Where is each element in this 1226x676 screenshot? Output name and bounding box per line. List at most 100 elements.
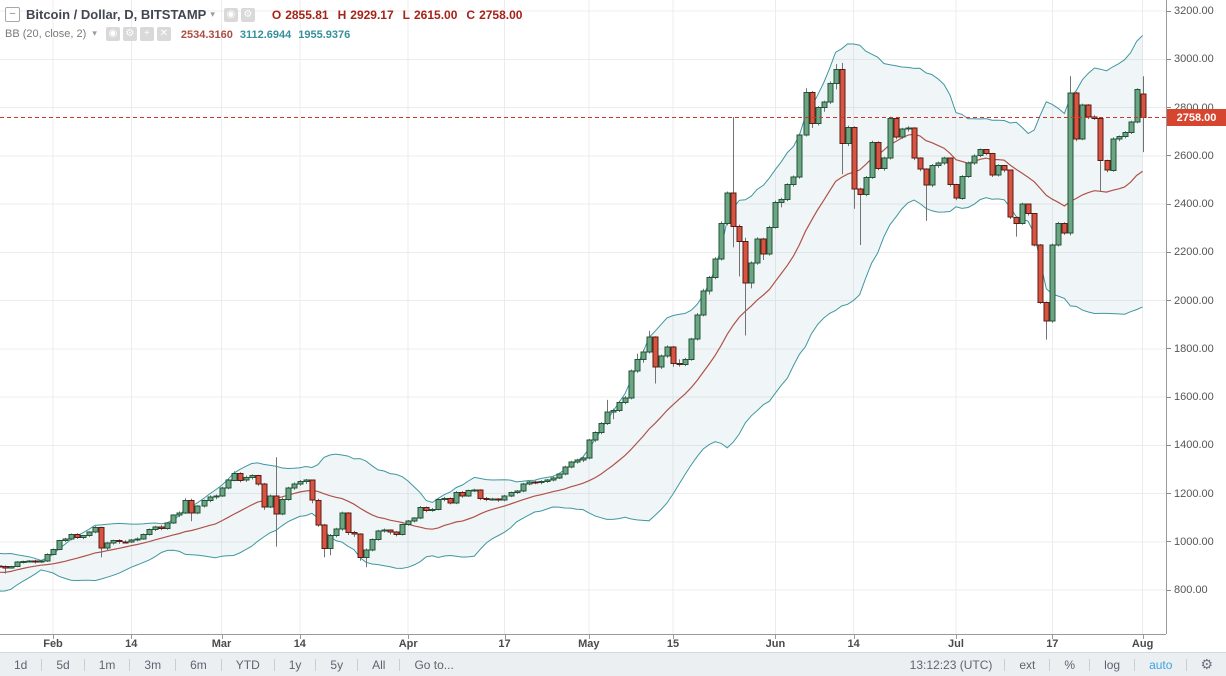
remove-indicator-button[interactable]: ✕	[156, 26, 171, 41]
price-axis-label: 2000.00	[1167, 295, 1214, 307]
toolbar-divider	[220, 658, 222, 671]
toolbar-divider	[41, 658, 43, 671]
toolbar-divider	[1049, 658, 1051, 671]
toolbar-toggle-ext[interactable]: ext	[1019, 657, 1036, 672]
price-label-text: 3000.00	[1174, 53, 1214, 66]
toolbar-toggle-log[interactable]: log	[1104, 657, 1121, 672]
price-axis-label: 3200.00	[1167, 5, 1214, 17]
time-axis-label: 14	[293, 638, 306, 650]
price-tick	[1167, 203, 1171, 205]
price-label-text: 1200.00	[1174, 487, 1214, 500]
time-tick	[221, 635, 223, 639]
price-label-text: 2200.00	[1174, 246, 1214, 259]
time-axis[interactable]: Feb 14 Mar 14 Apr 17 May 15 Jun 14 Jul 17 Aug	[0, 634, 1166, 652]
time-axis-label: Jun	[765, 638, 786, 650]
price-tick	[1167, 10, 1171, 12]
time-tick	[299, 635, 301, 639]
price-tick	[1167, 493, 1171, 494]
collapse-legend-button[interactable]: −	[5, 7, 20, 22]
bottom-toolbar: 1d 5d 1m 3m 6m YTD 1y 5y All Go to... 13:12:23 (U…	[0, 652, 1226, 676]
price-tick	[1167, 444, 1171, 446]
range-button-1m[interactable]: 1m	[98, 657, 116, 672]
toolbar-divider	[83, 658, 85, 671]
price-label-text: 2000.00	[1174, 294, 1214, 307]
price-axis-label: 1800.00	[1167, 343, 1214, 355]
price-axis[interactable]: 2758.00 3200.00 3000.00 2800.00 2600.00 2400…	[1166, 0, 1226, 634]
indicator-settings-button[interactable]: ⚙	[122, 26, 137, 41]
ohlc-readout: O 2855.81 H 2929.17 L 2615.00 C 2758.00	[272, 8, 523, 22]
ohlc-label: H	[337, 7, 347, 22]
ohlc-value: 2929.17	[350, 7, 394, 22]
toolbar-divider	[1186, 658, 1188, 671]
indicator-legend-row: BB (20, close, 2) ▾ ◉ ⚙ + ✕ 2534.3160 3112.6…	[5, 25, 522, 42]
time-axis-label: Mar	[211, 638, 232, 650]
chart-canvas[interactable]	[0, 0, 1166, 634]
price-label-text: 800.00	[1174, 584, 1208, 596]
toolbar-divider	[175, 658, 177, 671]
symbol-settings-button[interactable]: ⚙	[240, 7, 255, 22]
range-button-5y[interactable]: 5y	[330, 657, 344, 672]
toolbar-divider	[1004, 658, 1006, 671]
last-price-tag: 2758.00	[1167, 109, 1226, 127]
price-label-text: 3200.00	[1174, 5, 1214, 17]
time-tick	[53, 635, 54, 639]
clock-utc[interactable]: 13:12:23 (UTC)	[909, 657, 993, 672]
price-tick	[1167, 541, 1171, 543]
ohlc-value: 2758.00	[479, 7, 523, 22]
indicator-title[interactable]: BB (20, close, 2)	[5, 27, 87, 40]
chart-legend: − Bitcoin / Dollar, D, BITSTAMP ▾ ◉ ⚙ O 28…	[5, 5, 522, 42]
range-buttons-group: 1d 5d 1m 3m 6m YTD 1y 5y All Go to...	[0, 653, 468, 676]
price-label-text: 2400.00	[1174, 198, 1214, 210]
time-tick	[956, 635, 957, 639]
time-axis-label: Feb	[43, 638, 63, 650]
time-tick	[1052, 635, 1054, 639]
price-axis-label: 1200.00	[1167, 488, 1214, 500]
range-button-6m[interactable]: 6m	[190, 657, 207, 672]
price-label-text: 1400.00	[1174, 439, 1214, 452]
price-label-text: 1800.00	[1174, 342, 1214, 355]
price-axis-label: 2200.00	[1167, 246, 1214, 258]
range-button-3m[interactable]: 3m	[144, 657, 162, 672]
price-tick	[1167, 107, 1171, 108]
price-axis-label: 1600.00	[1167, 391, 1214, 403]
price-tick	[1167, 300, 1171, 301]
range-button-1y[interactable]: 1y	[288, 657, 302, 672]
ohlc-value: 2855.81	[285, 7, 329, 22]
time-tick	[588, 635, 590, 639]
toolbar-right-group: 13:12:23 (UTC) ext% log auto ⚙	[898, 653, 1226, 676]
toolbar-toggle-auto[interactable]: auto	[1149, 657, 1173, 672]
ohlc-value: 2615.00	[414, 7, 458, 22]
price-axis-label: 2400.00	[1167, 198, 1214, 210]
bollinger-value: 1955.9376	[298, 28, 351, 41]
toolbar-toggle-percent[interactable]: %	[1064, 657, 1076, 672]
indicator-legend-buttons: ◉ ⚙ + ✕	[105, 26, 174, 41]
time-tick	[504, 635, 506, 639]
price-axis-label: 2600.00	[1167, 150, 1214, 162]
time-axis-label: 17	[498, 638, 511, 650]
toolbar-divider	[273, 658, 275, 671]
symbol-title[interactable]: Bitcoin / Dollar, D, BITSTAMP	[26, 7, 207, 22]
price-tick	[1167, 155, 1171, 157]
symbol-dropdown-caret-icon[interactable]: ▾	[210, 9, 215, 19]
symbol-legend-row: − Bitcoin / Dollar, D, BITSTAMP ▾ ◉ ⚙ O 28…	[5, 5, 522, 24]
add-indicator-button[interactable]: +	[139, 26, 154, 41]
time-axis-label: 17	[1046, 638, 1059, 650]
range-button-ytd[interactable]: YTD	[235, 657, 260, 672]
range-button-1d[interactable]: 1d	[14, 657, 28, 672]
time-tick	[131, 635, 133, 639]
goto-date-button[interactable]: Go to...	[414, 657, 454, 672]
time-tick	[673, 635, 675, 639]
toolbar-divider	[399, 658, 401, 671]
indicator-dropdown-caret-icon[interactable]: ▾	[92, 28, 97, 38]
time-axis-label: Apr	[398, 638, 418, 650]
time-axis-label: Aug	[1131, 638, 1154, 650]
price-tick	[1167, 589, 1171, 591]
settings-gear-icon[interactable]: ⚙	[1200, 656, 1213, 672]
range-button-5d[interactable]: 5d	[56, 657, 70, 672]
toolbar-divider	[129, 658, 131, 671]
hide-symbol-button[interactable]: ◉	[223, 7, 238, 22]
ohlc-label: O	[271, 7, 282, 22]
hide-indicator-button[interactable]: ◉	[105, 26, 120, 41]
toolbar-divider	[1134, 658, 1136, 671]
range-button-all[interactable]: All	[372, 657, 386, 672]
